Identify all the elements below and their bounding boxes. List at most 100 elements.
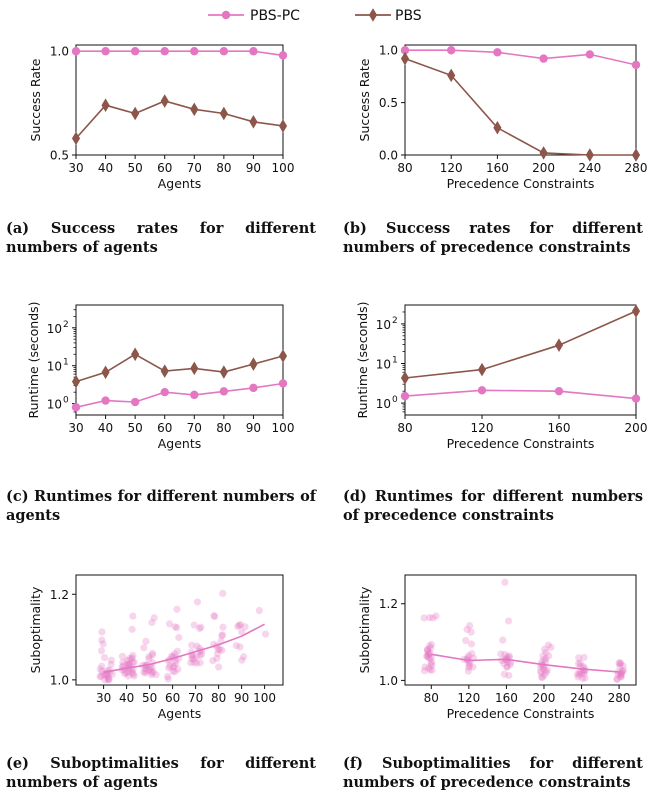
scatter-point-e-41: [128, 667, 136, 675]
scatter-point-f-56: [506, 661, 514, 669]
y-tick-label-e-0: 1.0: [50, 673, 69, 687]
scatter-point-e-74: [148, 668, 156, 677]
panel-a: 30 40 50 60 70 80 90 100 0.5 1.0 Agents Success Rat…: [0, 32, 325, 262]
data-point-d-PBS-3: [631, 304, 641, 318]
scatter-point-e-0: [97, 647, 106, 655]
scatter-point-e-138: [216, 645, 224, 653]
panel-c: 30 40 50 60 70 80 90 100 10 0 10 1 10 2 Agents Runtime …: [0, 295, 325, 525]
scatter-point-e-48: [124, 668, 132, 676]
scatter-point-e-18: [99, 640, 107, 648]
scatter-point-e-82: [171, 668, 179, 676]
scatter-point-e-136: [214, 645, 222, 654]
scatter-point-f-118: [616, 662, 624, 670]
scatter-point-e-124: [197, 623, 205, 631]
data-point-c-PBS-2: [131, 347, 140, 362]
y-tick-label-a-1: 1.0: [50, 45, 69, 59]
scatter-point-f-36: [467, 628, 475, 636]
scatter-point-e-70: [148, 649, 157, 657]
scatter-point-e-112: [196, 651, 204, 660]
data-point-b-PBS-PC-1: [446, 46, 456, 55]
data-point-c-PBS-PC-3: [160, 387, 169, 397]
scatter-point-e-119: [192, 659, 201, 667]
scatter-point-e-86: [174, 665, 182, 673]
scatter-point-f-34: [464, 663, 473, 671]
scatter-point-e-147: [238, 656, 246, 664]
y-tick-exp-c-0: 0: [63, 396, 69, 406]
data-point-a-PBS-2: [131, 106, 140, 121]
scatter-point-e-130: [211, 612, 219, 621]
data-point-b-PBS-PC-5: [631, 60, 641, 70]
data-point-a-PBS-3: [160, 94, 169, 108]
scatter-point-f-106: [617, 673, 625, 681]
scatter-point-e-146: [236, 621, 245, 629]
scatter-point-f-25: [420, 614, 428, 622]
data-point-c-PBS-6: [249, 357, 258, 371]
scatter-point-e-77: [149, 668, 157, 676]
scatter-point-e-150: [255, 606, 263, 615]
scatter-point-f-18: [426, 666, 434, 674]
x-tick-label-a-1: 40: [98, 161, 113, 175]
scatter-point-e-62: [148, 618, 156, 627]
scatter-point-f-42: [467, 640, 476, 648]
scatter-point-e-16: [107, 660, 115, 669]
scatter-point-f-101: [580, 670, 588, 678]
scatter-point-e-69: [141, 665, 149, 673]
scatter-point-e-67: [145, 655, 153, 663]
scatter-point-f-28: [464, 667, 472, 675]
series-line-e-PBS-PC: [103, 623, 265, 673]
x-tick-label-f-1: 120: [457, 691, 480, 705]
data-point-a-PBS-PC-0: [71, 47, 81, 56]
x-tick-label-d-0: 80: [397, 421, 412, 435]
scatter-point-e-107: [188, 655, 196, 663]
scatter-point-e-49: [125, 654, 133, 663]
data-point-a-PBS-5: [219, 106, 228, 121]
scatter-point-e-141: [235, 621, 243, 630]
y-tick-label-d-0: 10: [376, 397, 391, 411]
caption-e: (e) Suboptimalities for different number…: [6, 755, 316, 791]
scatter-point-e-148: [232, 642, 240, 650]
scatter-point-e-26: [128, 655, 136, 663]
x-tick-label-f-4: 240: [570, 691, 593, 705]
scatter-point-e-123: [190, 655, 198, 663]
scatter-point-e-3: [102, 671, 110, 679]
chart-e-svg: 30 40 50 60 70 80 90 100 1.0 1.2 Agents Suboptimali…: [28, 574, 284, 721]
scatter-point-e-44: [128, 669, 136, 677]
scatter-point-e-24: [98, 628, 106, 636]
scatter-point-e-68: [141, 669, 150, 677]
x-tick-label-c-4: 70: [187, 421, 202, 435]
scatter-point-e-6: [107, 656, 116, 664]
axes-frame-f: [404, 574, 637, 686]
scatter-point-f-105: [618, 667, 626, 676]
scatter-point-f-90: [577, 669, 585, 677]
scatter-point-e-2: [108, 670, 116, 678]
scatter-point-f-35: [468, 649, 476, 658]
x-tick-label-f-2: 160: [495, 691, 518, 705]
scatter-point-f-54: [497, 650, 505, 658]
scatter-point-f-16: [432, 612, 440, 620]
x-tick-label-a-6: 90: [246, 161, 261, 175]
x-tick-label-c-1: 40: [98, 421, 113, 435]
data-point-c-PBS-PC-4: [190, 390, 199, 400]
scatter-point-e-35: [130, 672, 138, 680]
data-point-c-PBS-7: [278, 349, 288, 363]
x-tick-label-c-3: 60: [157, 421, 172, 435]
scatter-point-f-2: [424, 646, 432, 654]
scatter-point-f-7: [425, 650, 433, 658]
scatter-point-f-26: [465, 659, 473, 668]
legend-marker-0: [221, 10, 231, 20]
scatter-point-f-87: [573, 670, 582, 678]
scatter-point-e-1: [96, 672, 104, 681]
y-tick-label-f-1: 1.2: [379, 597, 398, 611]
y-tick-exp-c-2: 2: [63, 320, 69, 330]
data-point-a-PBS-PC-4: [190, 47, 199, 56]
data-point-c-PBS-PC-6: [249, 383, 258, 393]
scatter-point-f-21: [424, 653, 432, 662]
scatter-point-e-105: [197, 650, 206, 658]
scatter-point-e-125: [218, 632, 226, 640]
scatter-point-e-143: [240, 653, 248, 661]
scatter-point-f-116: [618, 667, 626, 676]
scatter-point-e-38: [121, 669, 129, 678]
x-tick-label-a-0: 30: [68, 161, 83, 175]
scatter-point-f-22: [423, 646, 432, 654]
x-tick-label-d-2: 160: [548, 421, 571, 435]
